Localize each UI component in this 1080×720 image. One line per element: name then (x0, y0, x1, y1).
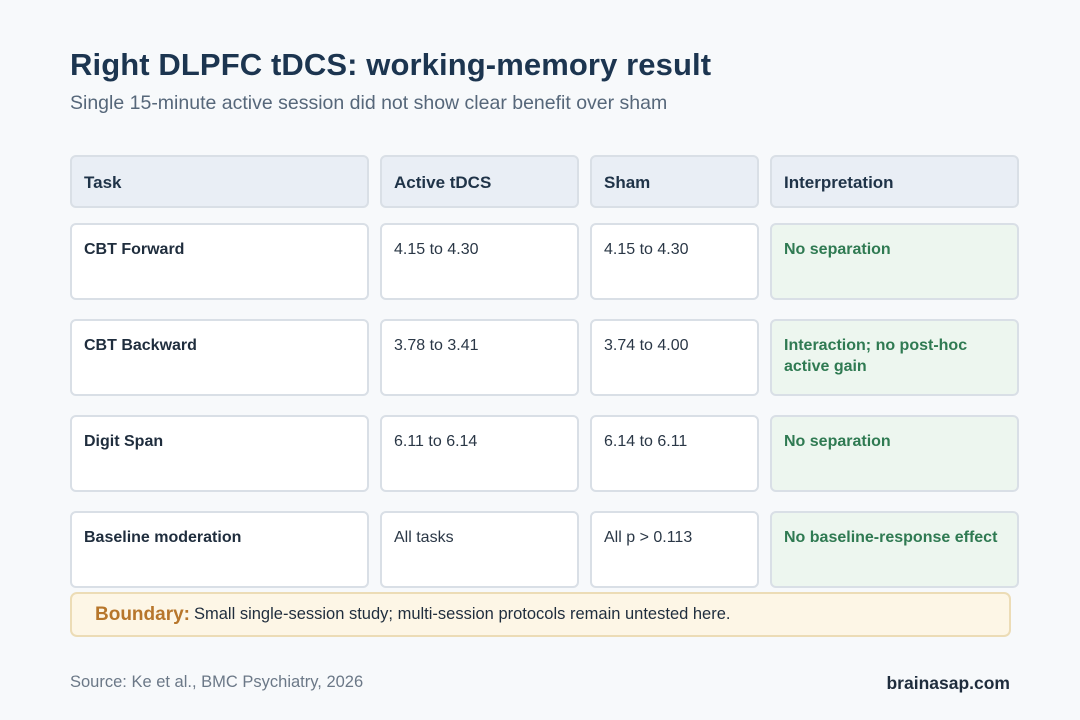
table-cell-active: 4.15 to 4.30 (380, 223, 579, 300)
table-cell-interpretation: No baseline-response effect (770, 511, 1019, 588)
table-cell-active: 3.78 to 3.41 (380, 319, 579, 396)
brand-link[interactable]: brainasap.com (886, 673, 1010, 693)
source-citation: Source: Ke et al., BMC Psychiatry, 2026 (70, 673, 364, 691)
table-cell-task: Baseline moderation (70, 511, 369, 588)
table-cell-interpretation: No separation (770, 223, 1019, 300)
table-cell-task: CBT Forward (70, 223, 369, 300)
table-cell-sham: 4.15 to 4.30 (590, 223, 759, 300)
column-header-active: Active tDCS (380, 155, 579, 208)
column-header-interpretation: Interpretation (770, 155, 1019, 208)
page-title: Right DLPFC tDCS: working-memory result (70, 47, 712, 82)
boundary-label: Boundary: (95, 603, 190, 625)
table-cell-task: Digit Span (70, 415, 369, 492)
table-cell-task: CBT Backward (70, 319, 369, 396)
table-cell-sham: All p > 0.113 (590, 511, 759, 588)
boundary-text: Small single-session study; multi-sessio… (194, 605, 731, 623)
table-cell-active: All tasks (380, 511, 579, 588)
page-subtitle: Single 15-minute active session did not … (70, 92, 668, 114)
boundary-callout: Boundary: Small single-session study; mu… (70, 592, 1011, 637)
table-cell-interpretation: Interaction; no post-hoc active gain (770, 319, 1019, 396)
table-cell-sham: 6.14 to 6.11 (590, 415, 759, 492)
column-header-task: Task (70, 155, 369, 208)
column-header-sham: Sham (590, 155, 759, 208)
table-cell-sham: 3.74 to 4.00 (590, 319, 759, 396)
table-cell-interpretation: No separation (770, 415, 1019, 492)
table-cell-active: 6.11 to 6.14 (380, 415, 579, 492)
